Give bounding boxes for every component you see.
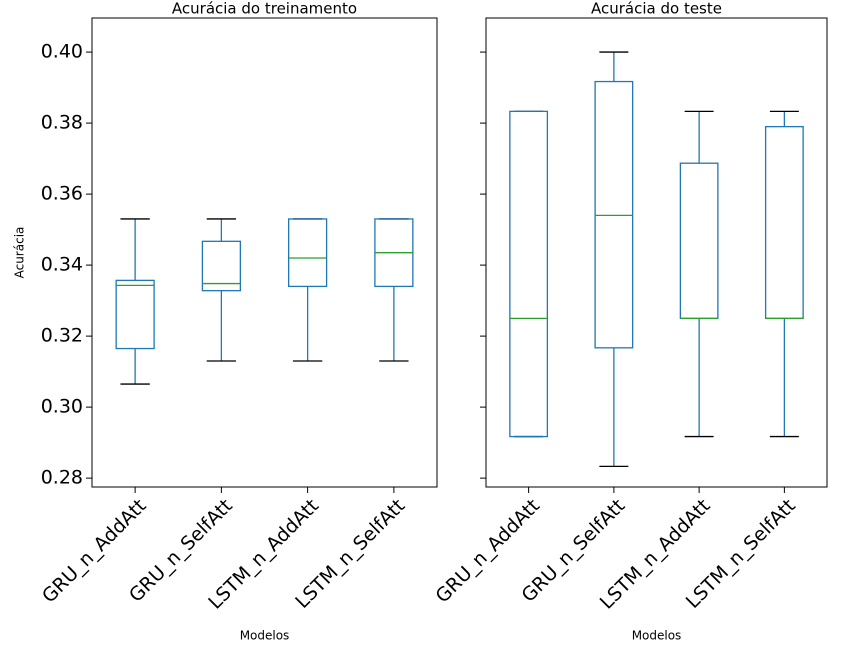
axes-title: Acurácia do teste xyxy=(591,0,722,18)
y-tick-label: 0.36 xyxy=(41,183,83,205)
box xyxy=(594,80,634,349)
box xyxy=(201,240,241,292)
y-tick-label: 0.40 xyxy=(41,41,83,63)
y-tick-label: 0.32 xyxy=(41,325,83,347)
y-tick-label: 0.30 xyxy=(41,396,83,418)
box xyxy=(287,218,328,288)
x-axis-label: Modelos xyxy=(240,629,290,643)
y-tick-label: 0.34 xyxy=(41,254,83,276)
box xyxy=(764,125,804,320)
box xyxy=(115,279,155,350)
y-tick-label: 0.38 xyxy=(41,112,83,134)
box xyxy=(679,162,719,320)
axes-title: Acurácia do treinamento xyxy=(172,0,357,18)
box xyxy=(509,110,549,438)
x-axis-label: Modelos xyxy=(632,629,682,643)
axes-frame xyxy=(91,17,438,488)
axes-frame xyxy=(485,17,828,488)
y-tick-label: 0.28 xyxy=(41,467,83,489)
y-axis-label: Acurácia xyxy=(13,227,27,279)
